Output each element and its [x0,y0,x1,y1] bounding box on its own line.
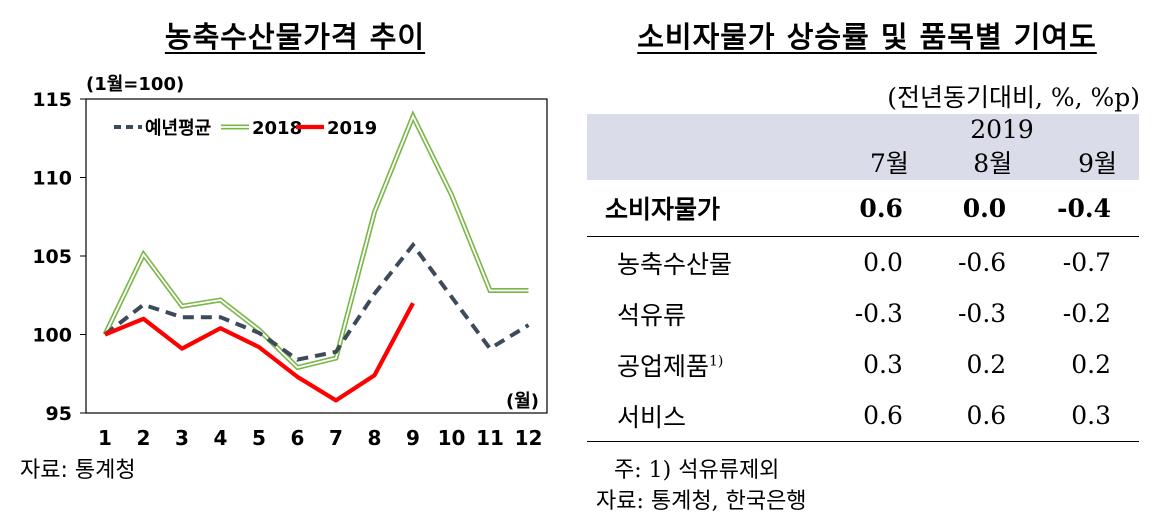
cell-value: 0.6 [827,180,931,237]
x-tick-label: 10 [438,426,466,450]
x-unit-label: (월) [506,391,539,412]
cell-value: -0.6 [957,248,1007,277]
y-tick-label: 100 [32,325,72,347]
table-row: 공업제품1) 0.3 0.2 0.2 [587,339,1139,390]
table-row: 석유류 -0.3 -0.3 -0.2 [587,288,1139,339]
year-label: 2019 [970,114,1034,144]
row-label: 서비스 [587,390,828,442]
cell-value: -0.7 [1062,248,1111,277]
series-line-2018-outer [102,110,529,371]
row-label: 석유류 [617,300,687,330]
x-axis: 1 2 3 4 5 6 7 8 9 10 11 12 [98,426,542,450]
cell-value: 0.0 [863,248,903,277]
cell-value: 0.3 [863,350,903,379]
x-tick-label: 5 [252,426,266,450]
series-line-2019 [104,302,415,403]
month-header: 7월 [827,144,931,180]
table-row: 서비스 0.6 0.6 0.3 [587,390,1139,442]
table-unit: (전년동기대비, %, %p) [887,83,1140,112]
cell-value: -0.4 [1034,180,1139,237]
chart-source: 자료: 통계청 [20,458,136,483]
legend-label: 예년평균 [145,118,211,139]
cell-value: 0.2 [966,350,1007,379]
cell-value: 0.0 [930,180,1035,237]
x-tick-label: 6 [291,426,305,450]
chart-title: 농축수산물가격 추이 [164,20,426,54]
x-tick-label: 12 [515,426,543,450]
x-tick-label: 2 [137,426,151,450]
table-row: 소비자물가 0.6 0.0 -0.4 [587,180,1139,237]
series-layer [102,110,530,403]
cell-value: 0.2 [1071,350,1111,379]
table-source: 자료: 통계청, 한국은행 [596,489,807,514]
x-tick-label: 1 [98,426,112,450]
x-tick-label: 4 [214,426,228,450]
year-header: 2019 [587,114,1139,144]
month-header: 8월 [930,144,1035,180]
x-tick-label: 11 [476,426,504,450]
table-note: 주: 1) 석유류제외 [614,458,780,483]
legend: 예년평균 2018 2019 [114,118,377,139]
y-tick-label: 95 [46,403,72,425]
x-tick-label: 3 [175,426,189,450]
legend-label: 2019 [327,118,377,139]
row-label: 농축수산물 [617,249,733,279]
x-tick-label: 7 [329,426,343,450]
y-tick-label: 110 [32,168,72,190]
header-blank [587,144,828,180]
table-title: 소비자물가 상승률 및 품목별 기여도 [637,20,1097,54]
y-tick-label: 105 [32,246,72,268]
row-label: 공업제품 [617,351,710,381]
unit-note: (1월=100) [86,74,184,95]
y-axis: 95 100 105 110 115 [32,89,86,425]
cell-value: -0.2 [1062,299,1111,328]
series-line-average [103,241,530,362]
row-label: 소비자물가 [587,180,828,237]
cell-value: 0.6 [930,390,1035,442]
footnote-mark: 1) [709,353,724,370]
series-line-2018-inner [104,114,529,369]
x-tick-label: 8 [368,426,382,450]
cell-value: -0.3 [854,299,903,328]
cell-value: 0.3 [1034,390,1139,442]
y-tick-label: 115 [32,89,72,111]
table-row: 농축수산물 0.0 -0.6 -0.7 [587,237,1139,289]
x-tick-label: 9 [406,426,420,450]
month-header: 9월 [1034,144,1139,180]
row-label-with-footnote: 공업제품1) [587,339,828,390]
cell-value: -0.3 [957,299,1007,328]
legend-label: 2018 [252,118,302,139]
cell-value: 0.6 [827,390,931,442]
contribution-table: 2019 7월 8월 9월 소비자물가 0.6 0.0 -0.4 농축수산물 0… [587,114,1139,442]
